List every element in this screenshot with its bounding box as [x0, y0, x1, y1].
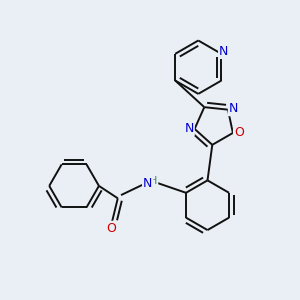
Text: N: N: [219, 45, 228, 58]
Text: O: O: [234, 126, 244, 140]
Text: N: N: [143, 177, 152, 190]
Text: N: N: [229, 102, 238, 115]
Text: N: N: [184, 122, 194, 135]
Text: O: O: [106, 222, 116, 235]
Text: H: H: [149, 176, 158, 186]
